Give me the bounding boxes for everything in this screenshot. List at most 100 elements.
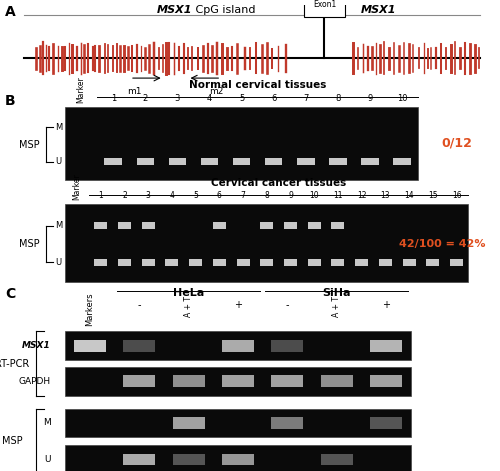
Bar — [65, 408, 411, 437]
Text: CpG island: CpG island — [192, 5, 256, 15]
Bar — [379, 259, 392, 266]
Bar — [65, 107, 418, 180]
Text: 3: 3 — [146, 191, 150, 200]
Bar — [94, 259, 108, 266]
Text: -: - — [286, 300, 289, 310]
Text: 7: 7 — [303, 94, 308, 103]
Bar — [393, 158, 411, 165]
Text: U: U — [56, 258, 62, 267]
Text: 11: 11 — [333, 191, 342, 200]
Bar — [118, 259, 131, 266]
Text: Cervical cancer tissues: Cervical cancer tissues — [211, 178, 346, 188]
Text: B: B — [5, 94, 16, 108]
Text: 9: 9 — [368, 94, 372, 103]
Bar — [355, 259, 368, 266]
Bar — [272, 375, 304, 388]
Text: MSP: MSP — [166, 108, 186, 119]
Text: 12: 12 — [357, 191, 366, 200]
Text: Marker: Marker — [76, 76, 86, 103]
Bar — [402, 259, 415, 266]
Bar — [172, 454, 204, 465]
Text: +: + — [382, 300, 390, 310]
Text: 6: 6 — [271, 94, 276, 103]
Bar — [265, 158, 282, 165]
Text: 16: 16 — [452, 191, 462, 200]
Bar — [329, 158, 346, 165]
Text: 0/12: 0/12 — [441, 137, 472, 150]
Text: 2: 2 — [122, 191, 127, 200]
Bar — [450, 259, 463, 266]
Bar — [200, 158, 218, 165]
Bar — [260, 222, 274, 229]
Text: 15: 15 — [428, 191, 438, 200]
Bar — [233, 158, 250, 165]
Bar — [297, 158, 314, 165]
Text: A + T: A + T — [332, 297, 341, 317]
Text: 6: 6 — [217, 191, 222, 200]
Bar — [284, 259, 297, 266]
Bar — [370, 375, 402, 388]
Text: MSP: MSP — [19, 239, 40, 249]
Text: C: C — [5, 287, 15, 301]
Text: m1: m1 — [128, 87, 142, 96]
Text: -: - — [138, 300, 141, 310]
Bar — [123, 340, 156, 352]
Text: MSX1: MSX1 — [157, 5, 192, 15]
Text: 5: 5 — [193, 191, 198, 200]
Text: RT-PCR: RT-PCR — [0, 358, 30, 368]
Bar — [308, 259, 321, 266]
Text: M: M — [56, 221, 63, 230]
Bar — [222, 375, 254, 388]
Text: Exon1: Exon1 — [313, 0, 336, 8]
Bar — [65, 332, 411, 360]
Bar — [426, 259, 440, 266]
Bar — [189, 259, 202, 266]
Text: 5: 5 — [239, 94, 244, 103]
Text: 4: 4 — [207, 94, 212, 103]
Bar — [142, 259, 154, 266]
Text: 10: 10 — [310, 191, 319, 200]
Bar — [236, 259, 250, 266]
Bar — [222, 454, 254, 465]
Bar — [370, 417, 402, 429]
Text: HeLa: HeLa — [173, 288, 204, 298]
Bar — [123, 375, 156, 388]
Text: M: M — [43, 418, 51, 427]
Bar — [320, 454, 353, 465]
Bar — [222, 340, 254, 352]
Text: 1: 1 — [98, 191, 103, 200]
Text: A + T: A + T — [184, 297, 193, 317]
Text: +: + — [234, 300, 242, 310]
Bar — [304, 0, 345, 17]
Text: SiHa: SiHa — [322, 288, 351, 298]
Bar — [168, 158, 186, 165]
Bar — [332, 259, 344, 266]
Bar — [172, 375, 204, 388]
Text: Markers: Markers — [86, 293, 94, 326]
Text: m2: m2 — [209, 87, 224, 96]
Text: 7: 7 — [240, 191, 246, 200]
Text: Marker: Marker — [72, 174, 82, 200]
Bar — [65, 367, 411, 396]
Text: 8: 8 — [335, 94, 340, 103]
Bar — [213, 259, 226, 266]
Bar — [370, 340, 402, 352]
Bar — [65, 445, 411, 471]
Text: Normal cervical tissues: Normal cervical tissues — [189, 81, 326, 90]
Bar — [320, 375, 353, 388]
Bar — [136, 158, 154, 165]
Bar — [272, 417, 304, 429]
Bar — [213, 222, 226, 229]
Text: U: U — [56, 157, 62, 166]
Bar — [260, 259, 274, 266]
Text: MSX1: MSX1 — [360, 5, 396, 15]
Text: 42/100 = 42%: 42/100 = 42% — [398, 239, 485, 249]
Bar — [166, 259, 178, 266]
Bar — [272, 340, 304, 352]
Bar — [308, 222, 321, 229]
Text: MSX1: MSX1 — [22, 341, 51, 350]
Bar — [172, 417, 204, 429]
Text: 3: 3 — [175, 94, 180, 103]
Bar — [118, 222, 131, 229]
Text: 9: 9 — [288, 191, 293, 200]
